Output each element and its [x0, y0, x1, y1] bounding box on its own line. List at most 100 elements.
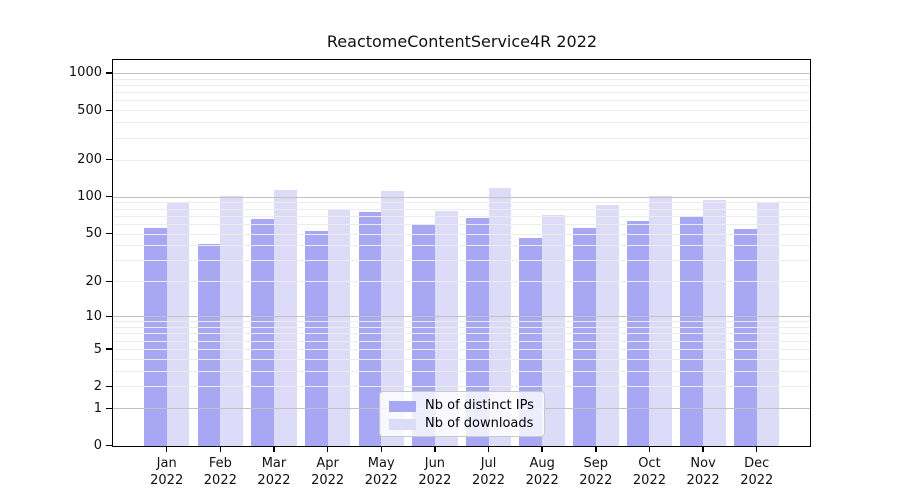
grid-line-minor [113, 321, 811, 323]
x-tick-label: Apr 2022 [288, 455, 368, 489]
y-tick [106, 385, 113, 388]
grid-line-major [113, 196, 811, 198]
x-tick-month: Apr [316, 456, 339, 471]
bar-ips-jan [144, 228, 167, 446]
bar-ips-may [358, 212, 382, 446]
x-tick-label: Feb 2022 [180, 455, 260, 489]
bar-ips-apr [304, 231, 328, 446]
bar-ips-nov [680, 217, 704, 446]
x-tick-month: Oct [638, 456, 661, 471]
x-tick-label: Dec 2022 [717, 455, 797, 489]
x-tick-label: Sep 2022 [556, 455, 636, 489]
x-tick-label: Mar 2022 [234, 455, 314, 489]
bar-ips-jul [465, 218, 489, 446]
grid-line-minor [113, 215, 811, 217]
grid-line-minor [113, 340, 811, 342]
grid-line-minor [113, 100, 811, 102]
x-tick [756, 446, 758, 452]
legend-swatch-downloads [389, 418, 416, 430]
grid-line-minor [113, 84, 811, 86]
x-tick-label: Jul 2022 [449, 455, 529, 489]
x-tick-label: May 2022 [341, 455, 421, 489]
y-tick-label: 2 [93, 378, 102, 394]
bar-downloads-feb [220, 196, 244, 446]
grid-line-major [113, 316, 811, 318]
chart-title: ReactomeContentService4R 2022 [326, 32, 598, 51]
x-tick [166, 446, 168, 452]
grid-line-minor [113, 78, 811, 80]
x-tick [380, 446, 382, 452]
x-tick [273, 446, 275, 452]
x-tick-year: 2022 [418, 473, 452, 488]
x-tick [219, 446, 222, 452]
x-tick [702, 446, 704, 452]
grid-line-minor [113, 245, 811, 247]
grid-line-minor [113, 92, 811, 94]
x-tick-year: 2022 [632, 473, 666, 488]
legend-label-distinct-ips: Nb of distinct IPs [425, 398, 534, 413]
grid-line-minor [113, 358, 811, 360]
x-tick-month: Dec [744, 456, 770, 471]
x-tick-year: 2022 [257, 473, 291, 488]
x-tick-year: 2022 [686, 473, 720, 488]
y-tick-label: 5 [93, 341, 102, 357]
x-tick-year: 2022 [364, 473, 398, 488]
y-tick [106, 445, 113, 447]
grid-line-minor [113, 327, 811, 329]
x-tick-month: Aug [529, 456, 555, 471]
x-tick-year: 2022 [579, 473, 613, 488]
x-tick-year: 2022 [740, 473, 774, 488]
grid-line-minor [113, 349, 811, 350]
grid-line-minor [113, 137, 811, 139]
y-tick-label: 1 [93, 400, 102, 416]
grid-line-minor [113, 208, 811, 210]
y-tick [106, 109, 113, 111]
grid-line-minor [113, 281, 811, 283]
grid-line-minor [113, 233, 811, 235]
grid-line-minor [113, 333, 811, 335]
x-tick [326, 446, 329, 452]
x-tick-label: Jun 2022 [395, 455, 475, 489]
bar-downloads-dec [756, 201, 780, 446]
x-tick-label: Jan 2022 [127, 455, 207, 489]
y-tick-label: 0 [93, 438, 102, 454]
bar-downloads-jan [166, 203, 190, 446]
x-tick-month: Jun [424, 456, 446, 471]
y-tick-label: 20 [85, 273, 102, 289]
y-tick [106, 407, 113, 409]
x-tick [595, 446, 597, 452]
x-tick-month: Sep [583, 456, 609, 471]
bar-downloads-oct [649, 195, 673, 446]
bar-downloads-sep [595, 205, 619, 446]
y-tick [106, 348, 113, 350]
grid-line-minor [113, 159, 811, 161]
y-tick [106, 72, 113, 74]
x-tick-label: Aug 2022 [502, 455, 582, 489]
legend-swatch-distinct-ips [389, 400, 416, 412]
bar-ips-dec [734, 229, 757, 446]
y-tick-label: 100 [77, 189, 102, 205]
grid-line-minor [113, 223, 811, 225]
legend: Nb of distinct IPs Nb of downloads [379, 391, 545, 437]
x-tick [434, 446, 436, 452]
x-tick-month: Feb [208, 456, 232, 471]
legend-label-downloads: Nb of downloads [425, 416, 534, 431]
grid-line-minor [113, 122, 811, 124]
bar-downloads-mar [273, 190, 297, 446]
x-tick-year: 2022 [203, 473, 237, 488]
y-tick [106, 195, 113, 198]
bar-ips-feb [197, 244, 221, 446]
x-tick [541, 446, 543, 452]
bar-ips-jun [412, 223, 435, 446]
y-tick-label: 500 [77, 102, 102, 118]
y-tick [106, 232, 113, 235]
legend-item-downloads: Nb of downloads [389, 415, 535, 433]
x-tick-month: Jul [480, 456, 497, 471]
grid-line-minor [113, 110, 811, 112]
y-tick [106, 315, 113, 317]
bar-downloads-aug [542, 214, 565, 446]
legend-item-distinct-ips: Nb of distinct IPs [389, 397, 535, 415]
y-tick [106, 158, 113, 161]
x-tick-month: Jan [156, 456, 177, 471]
